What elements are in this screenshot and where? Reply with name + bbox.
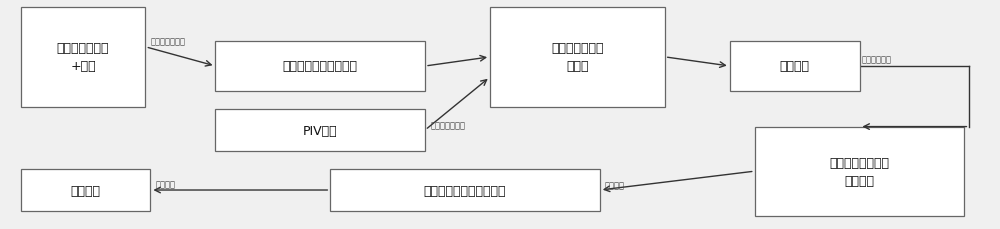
FancyBboxPatch shape (730, 42, 860, 92)
Text: 多次拍摄: 多次拍摄 (605, 180, 625, 189)
Text: 大面积微距摄像: 大面积微距摄像 (150, 38, 185, 46)
FancyBboxPatch shape (215, 110, 425, 151)
Text: 对比分析: 对比分析 (155, 179, 175, 188)
Text: PIV摄像: PIV摄像 (303, 124, 338, 137)
Text: 气液固三相磨粒流旋流: 气液固三相磨粒流旋流 (283, 60, 358, 73)
Text: 最佳结果: 最佳结果 (71, 184, 101, 197)
Text: 工件正上方拍摄: 工件正上方拍摄 (430, 120, 465, 129)
Text: 处理并提出最终数据图片: 处理并提出最终数据图片 (424, 184, 506, 197)
FancyBboxPatch shape (490, 8, 665, 108)
Text: 数据图像处理: 数据图像处理 (861, 55, 891, 64)
Text: 磨粒和微气泡运
动追踪: 磨粒和微气泡运 动追踪 (551, 42, 604, 73)
FancyBboxPatch shape (330, 169, 600, 211)
Text: 圆盘形抛光工具
+工件: 圆盘形抛光工具 +工件 (57, 42, 109, 73)
Text: 数据存储: 数据存储 (780, 60, 810, 73)
FancyBboxPatch shape (215, 42, 425, 92)
FancyBboxPatch shape (755, 127, 964, 216)
Text: 改变磨粒和微气泡
体积分数: 改变磨粒和微气泡 体积分数 (830, 156, 890, 187)
FancyBboxPatch shape (21, 8, 145, 108)
FancyBboxPatch shape (21, 169, 150, 211)
